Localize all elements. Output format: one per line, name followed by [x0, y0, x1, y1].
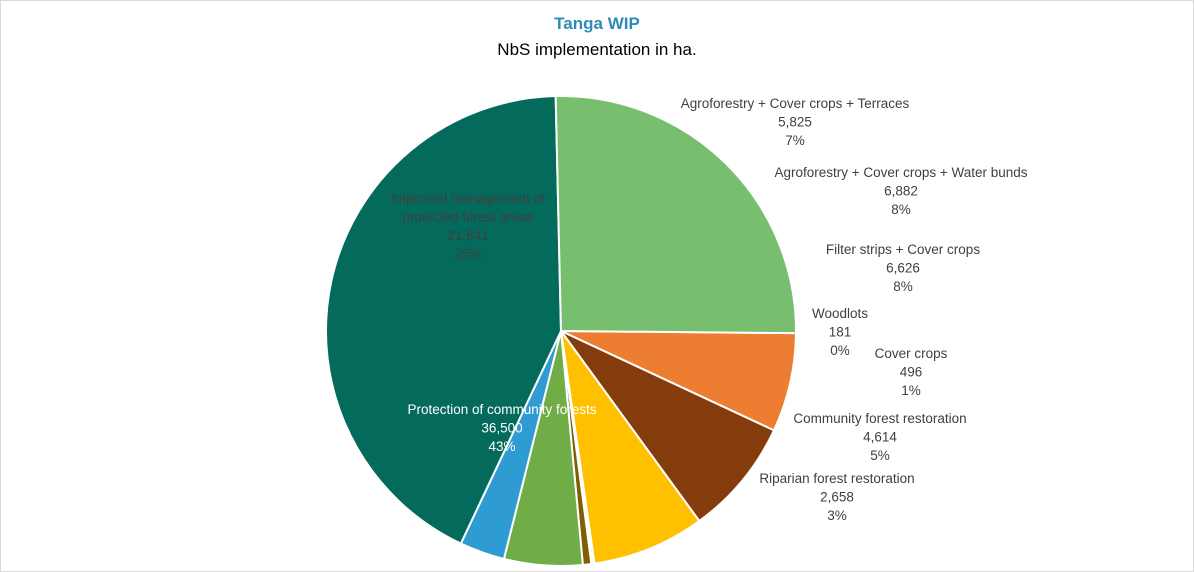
pie-slice: [560, 330, 776, 523]
pie-labels: Agroforestry + Cover crops + Terraces 5,8…: [391, 96, 1028, 523]
chart-title: Tanga WIP: [554, 14, 640, 33]
pie-slice: [324, 95, 563, 545]
slice-label: Woodlots 181 0%: [812, 306, 868, 358]
pie-slice: [560, 330, 701, 565]
slice-label: Agroforestry + Cover crops + Terraces 5,8…: [681, 96, 910, 148]
chart-subtitle: NbS implementation in ha.: [497, 40, 697, 59]
pie-slices: [324, 95, 797, 567]
slice-label: Cover crops 496 1%: [875, 346, 948, 398]
slice-label: Riparian forest restoration 2,658 3%: [759, 471, 914, 523]
slice-label: Community forest restoration 4,614 5%: [793, 411, 966, 463]
slice-label: Protection of community forests 36,500 43%: [407, 402, 596, 454]
pie-slice: [554, 95, 797, 335]
slice-label: Agroforestry + Cover crops + Water bunds…: [774, 165, 1027, 217]
slice-label: Improved management of protected forest a…: [391, 191, 545, 262]
slice-label: Filter strips + Cover crops 6,626 8%: [826, 242, 980, 294]
